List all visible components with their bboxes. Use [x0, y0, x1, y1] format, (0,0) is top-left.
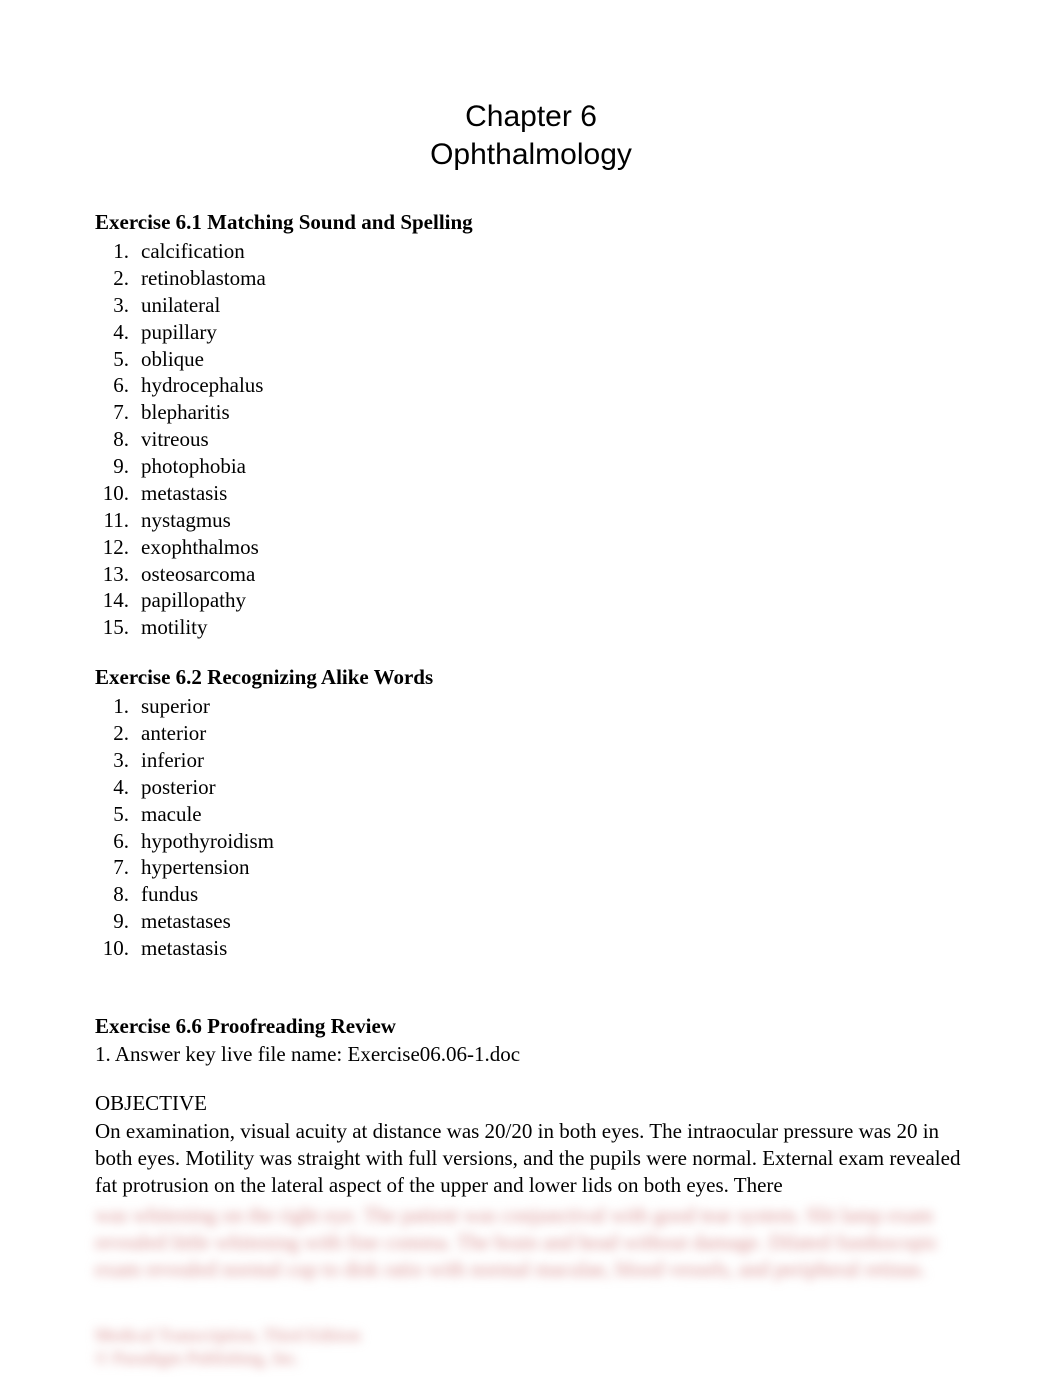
item-number: 7. — [95, 854, 141, 881]
blurred-text: was whitening on the right eye. The pati… — [95, 1202, 967, 1284]
footer-line-1: Medical Transcription, Third Edition — [95, 1324, 967, 1347]
item-number: 3. — [95, 747, 141, 774]
item-text: fundus — [141, 881, 967, 908]
list-item: 2.retinoblastoma — [95, 265, 967, 292]
item-number: 11. — [95, 507, 141, 534]
chapter-title: Ophthalmology — [95, 138, 967, 172]
item-number: 1. — [95, 693, 141, 720]
item-number: 10. — [95, 935, 141, 962]
item-text: retinoblastoma — [141, 265, 967, 292]
item-number: 4. — [95, 319, 141, 346]
blurred-preview: was whitening on the right eye. The pati… — [95, 1202, 967, 1371]
list-item: 1.superior — [95, 693, 967, 720]
blurred-footer: Medical Transcription, Third Edition © P… — [95, 1324, 967, 1371]
item-number: 5. — [95, 346, 141, 373]
item-number: 4. — [95, 774, 141, 801]
answer-key-line: 1. Answer key live file name: Exercise06… — [95, 1042, 967, 1067]
item-number: 8. — [95, 881, 141, 908]
list-item: 11.nystagmus — [95, 507, 967, 534]
item-number: 3. — [95, 292, 141, 319]
item-number: 12. — [95, 534, 141, 561]
item-text: calcification — [141, 238, 967, 265]
item-text: vitreous — [141, 426, 967, 453]
item-number: 13. — [95, 561, 141, 588]
footer-line-2: © Paradigm Publishing, Inc. — [95, 1347, 967, 1370]
item-text: inferior — [141, 747, 967, 774]
list-item: 9.photophobia — [95, 453, 967, 480]
exercise-1-list: 1.calcification 2.retinoblastoma 3.unila… — [95, 238, 967, 641]
item-text: oblique — [141, 346, 967, 373]
item-text: hypothyroidism — [141, 828, 967, 855]
list-item: 3.inferior — [95, 747, 967, 774]
item-number: 2. — [95, 720, 141, 747]
exercise-6-heading: Exercise 6.6 Proofreading Review — [95, 1014, 967, 1039]
list-item: 10.metastasis — [95, 480, 967, 507]
item-text: metastasis — [141, 480, 967, 507]
list-item: 10.metastasis — [95, 935, 967, 962]
item-text: posterior — [141, 774, 967, 801]
item-text: anterior — [141, 720, 967, 747]
item-number: 15. — [95, 614, 141, 641]
item-number: 2. — [95, 265, 141, 292]
chapter-number: Chapter 6 — [95, 100, 967, 134]
list-item: 3.unilateral — [95, 292, 967, 319]
item-text: motility — [141, 614, 967, 641]
list-item: 6.hydrocephalus — [95, 372, 967, 399]
item-text: papillopathy — [141, 587, 967, 614]
objective-label: OBJECTIVE — [95, 1091, 967, 1116]
item-number: 14. — [95, 587, 141, 614]
exercise-2-list: 1.superior 2.anterior 3.inferior 4.poste… — [95, 693, 967, 962]
item-number: 8. — [95, 426, 141, 453]
list-item: 4.posterior — [95, 774, 967, 801]
item-number: 6. — [95, 828, 141, 855]
item-number: 10. — [95, 480, 141, 507]
exercise-1-heading: Exercise 6.1 Matching Sound and Spelling — [95, 210, 967, 235]
item-text: unilateral — [141, 292, 967, 319]
list-item: 13.osteosarcoma — [95, 561, 967, 588]
item-text: superior — [141, 693, 967, 720]
item-number: 6. — [95, 372, 141, 399]
list-item: 14.papillopathy — [95, 587, 967, 614]
item-number: 5. — [95, 801, 141, 828]
list-item: 5.macule — [95, 801, 967, 828]
list-item: 5.oblique — [95, 346, 967, 373]
list-item: 6.hypothyroidism — [95, 828, 967, 855]
list-item: 1.calcification — [95, 238, 967, 265]
item-number: 1. — [95, 238, 141, 265]
item-text: blepharitis — [141, 399, 967, 426]
list-item: 9.metastases — [95, 908, 967, 935]
list-item: 7.blepharitis — [95, 399, 967, 426]
item-text: metastases — [141, 908, 967, 935]
list-item: 12.exophthalmos — [95, 534, 967, 561]
item-text: pupillary — [141, 319, 967, 346]
item-text: nystagmus — [141, 507, 967, 534]
objective-paragraph: On examination, visual acuity at distanc… — [95, 1118, 967, 1200]
item-number: 9. — [95, 908, 141, 935]
list-item: 8.vitreous — [95, 426, 967, 453]
list-item: 7.hypertension — [95, 854, 967, 881]
item-text: metastasis — [141, 935, 967, 962]
list-item: 4.pupillary — [95, 319, 967, 346]
list-item: 2.anterior — [95, 720, 967, 747]
list-item: 15.motility — [95, 614, 967, 641]
item-text: osteosarcoma — [141, 561, 967, 588]
item-text: macule — [141, 801, 967, 828]
item-text: photophobia — [141, 453, 967, 480]
item-text: exophthalmos — [141, 534, 967, 561]
exercise-2-heading: Exercise 6.2 Recognizing Alike Words — [95, 665, 967, 690]
list-item: 8.fundus — [95, 881, 967, 908]
item-text: hydrocephalus — [141, 372, 967, 399]
item-number: 9. — [95, 453, 141, 480]
item-text: hypertension — [141, 854, 967, 881]
item-number: 7. — [95, 399, 141, 426]
